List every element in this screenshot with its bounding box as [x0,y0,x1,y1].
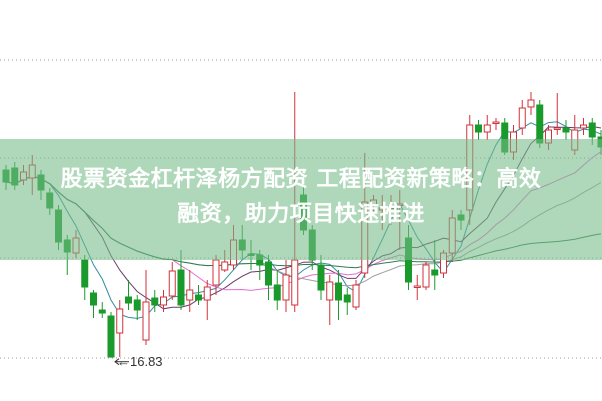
candle-body [518,107,526,129]
candle-body [116,308,124,334]
candle-body [81,259,89,288]
low-arrow-head-icon [114,358,120,366]
candle-body [431,269,439,276]
candle-body [177,269,185,306]
candle-body [142,301,150,341]
low-price-annotation: ←16.83 [117,353,163,369]
candle-body [492,121,500,124]
candle-body [203,286,211,301]
candle-body [413,285,421,288]
candle-body [588,122,596,138]
candle-body [352,284,360,308]
candle-body [151,297,159,306]
candle-body [343,294,351,303]
candle-body [536,104,544,144]
candle-body [160,296,167,306]
candle-body [527,99,535,108]
candle-body [212,259,220,286]
candle-body [133,299,141,311]
title-line-2: 融资，助力项目快速推进 [177,202,425,227]
candle-body [195,294,202,301]
candle-body [168,270,176,297]
candle-body [282,274,290,301]
candle-body [562,127,570,133]
candle-body [98,309,106,314]
candle-body [273,284,281,301]
candle-body [90,292,97,306]
candle-body [221,261,229,271]
candle-body [580,124,587,129]
candle-body [326,281,334,301]
candle-body [317,264,325,291]
candle-body [186,289,194,301]
title-line-1: 股票资金杠杆泽杨方配资 工程配资新策略：高效 [60,167,542,192]
title-banner [0,139,602,260]
candle-body [125,296,132,304]
candle-body [483,124,491,133]
candle-body [107,315,115,358]
candle-body [335,282,342,301]
candle-body [291,259,299,306]
candle-body [265,261,272,286]
article-title: 股票资金杠杆泽杨方配资 工程配资新策略：高效 融资，助力项目快速推进 [0,162,602,232]
candle-body [422,264,430,288]
candle-body [553,127,561,130]
candle-body [475,124,482,133]
